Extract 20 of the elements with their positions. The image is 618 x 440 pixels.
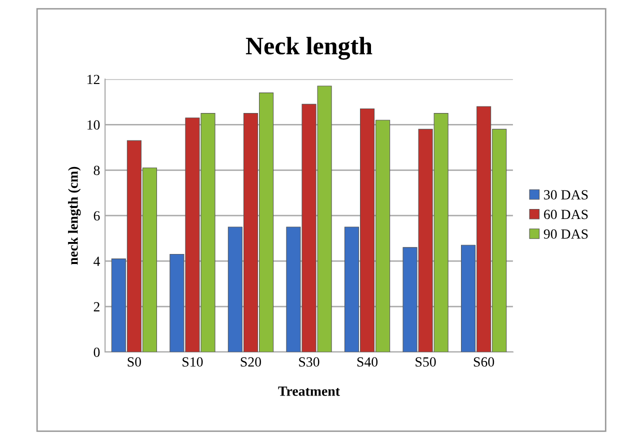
legend-label: 30 DAS xyxy=(544,190,588,200)
x-tick-label: S0 xyxy=(128,357,141,367)
chart-title: Neck length xyxy=(246,36,372,60)
y-tick-label: 12 xyxy=(88,74,100,84)
x-axis-title: Treatment xyxy=(278,386,340,396)
y-tick-label: 4 xyxy=(94,256,100,266)
x-tick-label: S40 xyxy=(357,357,378,367)
y-tick-label: 10 xyxy=(88,120,100,130)
x-tick-label: S10 xyxy=(182,357,203,367)
y-tick-label: 0 xyxy=(94,348,100,357)
x-tick-label: S30 xyxy=(299,357,320,367)
y-axis-title: neck length (cm) xyxy=(68,166,81,265)
x-tick-label: S50 xyxy=(416,357,436,367)
x-tick-label: S60 xyxy=(474,357,494,367)
y-tick-label: 2 xyxy=(94,302,100,312)
legend-label: 60 DAS xyxy=(544,210,588,220)
y-tick-label: 8 xyxy=(94,166,100,176)
x-tick-label: S20 xyxy=(240,357,262,367)
y-tick-label: 6 xyxy=(94,211,100,221)
legend-label: 90 DAS xyxy=(544,229,588,239)
